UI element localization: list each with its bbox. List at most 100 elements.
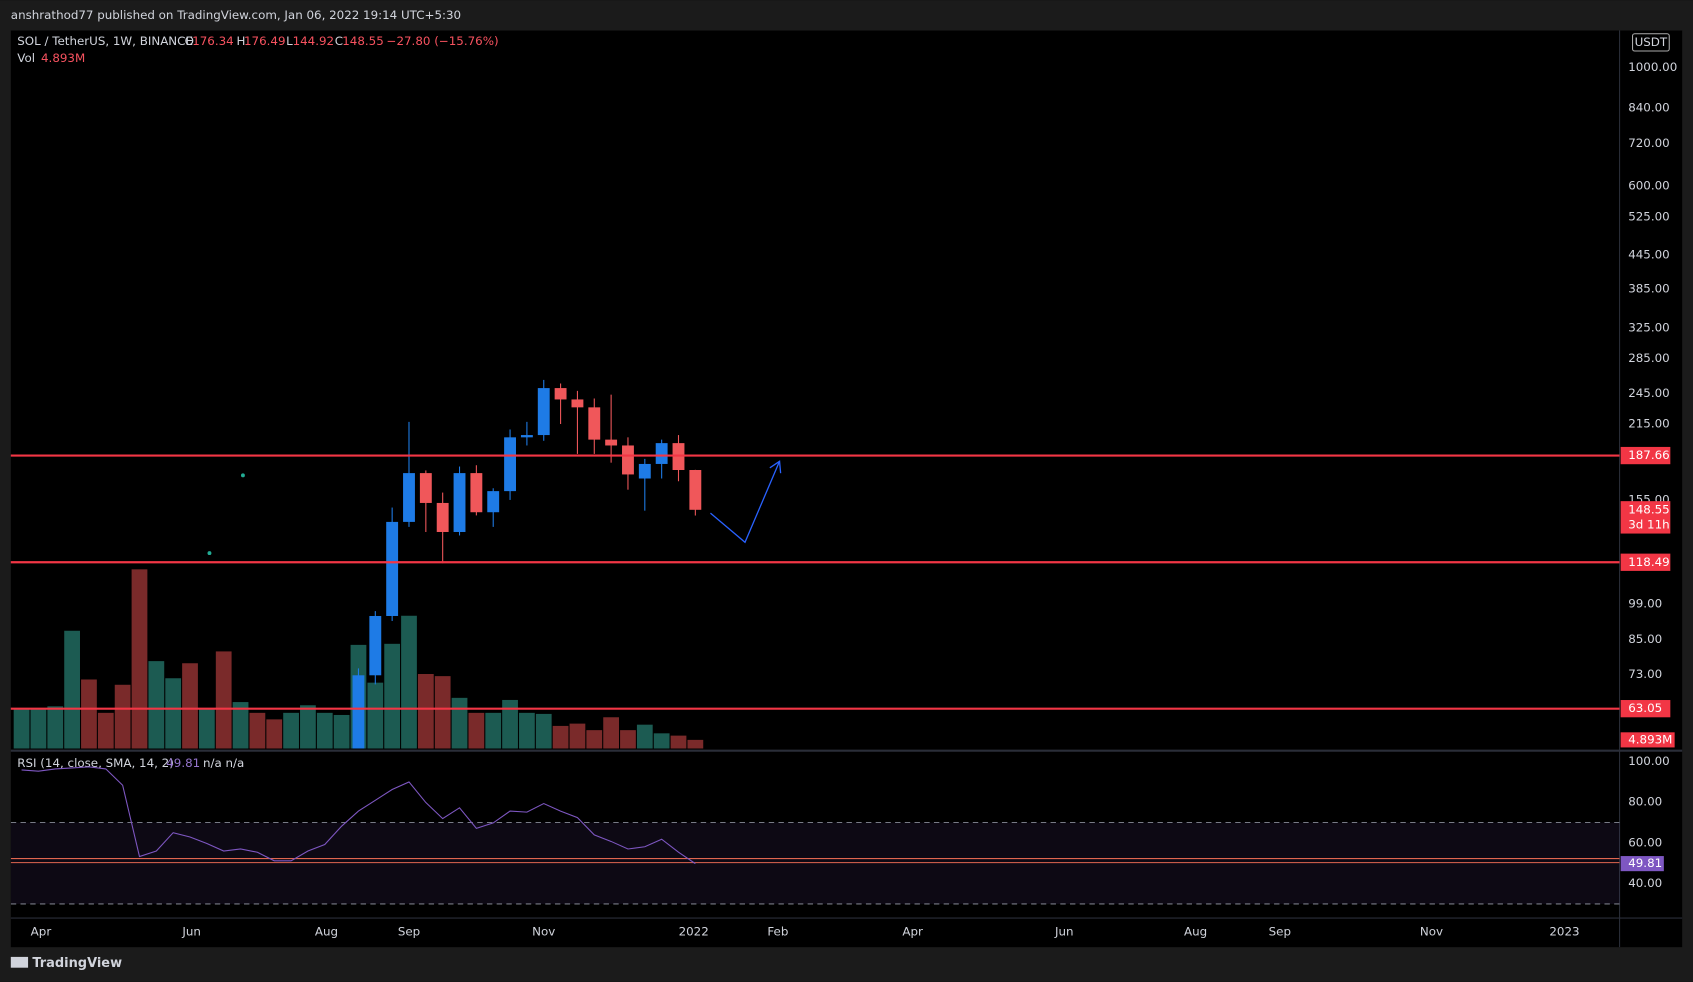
rsi-tick-label: 100.00 (1628, 754, 1670, 768)
volume-bar (670, 735, 687, 749)
drawing-arrow (710, 461, 781, 544)
volume-bar (603, 717, 620, 749)
level-label-bg (1620, 446, 1671, 465)
volume-bar (502, 699, 518, 749)
volume-bar (316, 712, 333, 749)
rsi-tick-label: 60.00 (1628, 835, 1662, 849)
candle-body (386, 521, 399, 616)
volume-bar (620, 730, 636, 749)
symbol: SOL / TetherUS, 1W, BINANCE (17, 34, 193, 48)
volume-bar (300, 705, 316, 749)
candle-body (622, 445, 634, 475)
volume-bar (283, 712, 299, 749)
level-label: 118.49 (1628, 555, 1670, 569)
volume-bar (519, 712, 535, 749)
volume-bar (266, 719, 283, 749)
x-tick-label: Nov (1420, 925, 1443, 939)
y-tick-label: 85.00 (1628, 632, 1662, 646)
x-tick-label: 2023 (1549, 925, 1579, 939)
marker (240, 473, 245, 478)
volume-bar (367, 682, 384, 749)
rsi-value-label: 49.81 (1628, 856, 1662, 870)
legend-label: O (185, 34, 194, 48)
x-tick-label: Sep (398, 925, 420, 939)
marker (207, 551, 212, 556)
volume-bar (232, 702, 249, 749)
rsi-tick-label: 80.00 (1628, 795, 1662, 809)
level-label-bg (1620, 700, 1671, 718)
volume-bar (198, 708, 215, 749)
volume-bar (249, 712, 266, 749)
y-tick-label: 215.00 (1628, 417, 1670, 431)
candle-body (588, 407, 601, 440)
volume-bar (687, 739, 704, 749)
drawing-arrowhead (769, 460, 782, 474)
candle-body (520, 435, 533, 438)
footer-logo (10, 956, 29, 968)
candle-body (369, 615, 382, 676)
volume-bar (30, 708, 47, 749)
volume-bar (451, 697, 468, 749)
y-tick-label: 1000.00 (1628, 60, 1677, 74)
level-label: 187.66 (1628, 448, 1670, 462)
candle-body (419, 473, 432, 503)
candle-body (403, 473, 415, 522)
candle-body (655, 443, 668, 464)
y-tick-label: 73.00 (1628, 667, 1662, 681)
volume-bar (417, 674, 434, 749)
volume-bar (569, 723, 586, 749)
legend-value: 144.92 (293, 34, 335, 48)
legend-value: 148.55 (342, 34, 384, 48)
candle-body (689, 470, 702, 510)
y-tick-label: 99.00 (1628, 596, 1662, 610)
x-tick-label: Apr (31, 925, 52, 939)
rsi-legend-value: 49.81 (166, 756, 200, 770)
volume-bar (333, 714, 350, 749)
y-tick-label: 385.00 (1628, 281, 1670, 295)
rsi-legend: RSI (14, close, SMA, 14, 2) (17, 756, 174, 770)
x-tick-label: Sep (1269, 925, 1291, 939)
volume-bar (552, 725, 569, 749)
candle-body (453, 473, 466, 532)
x-tick-label: Jun (1054, 925, 1074, 939)
rsi-pane (10, 766, 1620, 905)
rsi-band (10, 822, 1620, 904)
footer-brand: TradingView (32, 956, 122, 971)
volume-bar (215, 651, 232, 749)
volume-label-bg (1620, 732, 1675, 748)
chart-area (10, 30, 1683, 948)
level-label: 63.05 (1628, 701, 1662, 715)
volume-label: 4.893M (1628, 732, 1672, 746)
volume-bar (114, 684, 131, 749)
volume-bar (148, 661, 165, 749)
candle-body (605, 439, 618, 446)
legend-label: H (236, 34, 245, 48)
x-tick-label: Aug (315, 925, 338, 939)
candle-body (638, 463, 651, 479)
candle-body (436, 502, 449, 532)
volume-legend: Vol (17, 51, 35, 65)
legend-value: 176.34 (192, 34, 234, 48)
y-tick-label: 285.00 (1628, 351, 1670, 365)
y-tick-label: 525.00 (1628, 209, 1670, 223)
volume-bar (535, 713, 552, 749)
y-tick-label: 600.00 (1628, 178, 1670, 192)
volume-bar (165, 678, 182, 749)
candle-body (537, 388, 550, 436)
rsi-line (21, 766, 696, 865)
volume-bar (586, 730, 603, 749)
x-tick-label: Jun (181, 925, 201, 939)
volume-bar (636, 724, 653, 749)
x-tick-label: Apr (902, 925, 923, 939)
candle-body (352, 675, 365, 749)
x-tick-label: Aug (1184, 925, 1207, 939)
volume-legend-value: 4.893M (41, 51, 85, 65)
level-label-bg (1620, 553, 1671, 571)
candle-body (470, 473, 483, 513)
volume-bar (64, 630, 80, 749)
volume-bar (653, 733, 670, 749)
legend-value: 176.49 (244, 34, 285, 48)
candle-body (487, 491, 500, 513)
